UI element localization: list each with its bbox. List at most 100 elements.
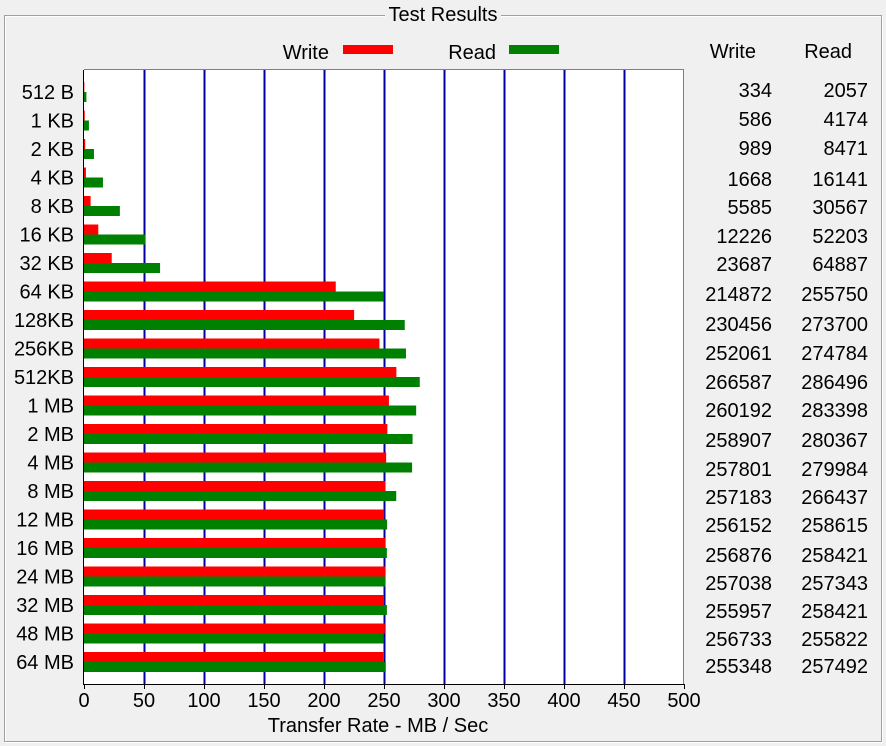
category-label: 8 MB	[27, 481, 74, 503]
write-bar	[84, 224, 99, 235]
write-value: 256876	[705, 545, 772, 567]
read-value: 8471	[823, 138, 869, 160]
read-value: 286496	[801, 372, 868, 394]
category-label: 1 KB	[31, 111, 74, 133]
read-value: 274784	[801, 343, 868, 365]
write-bar	[84, 196, 91, 206]
write-bar	[84, 623, 385, 634]
x-tick-label: 500	[667, 690, 700, 712]
x-tick-label: 50	[133, 690, 155, 712]
x-tick-label: 300	[427, 690, 460, 712]
read-value: 2057	[823, 80, 869, 102]
read-bar	[84, 491, 397, 501]
category-label: 12 MB	[16, 510, 74, 532]
write-bar	[84, 538, 386, 548]
read-value: 257492	[801, 656, 868, 678]
write-bar	[84, 452, 387, 463]
write-value: 230456	[705, 314, 772, 336]
category-label: 1 MB	[27, 396, 74, 418]
write-bar	[84, 566, 386, 577]
write-bar	[84, 310, 355, 320]
write-bar	[84, 139, 86, 149]
read-bar	[84, 320, 405, 330]
read-value: 280367	[801, 430, 868, 452]
x-tick-label: 100	[187, 690, 220, 712]
write-bar	[84, 509, 385, 520]
table-header-write: Write	[709, 41, 756, 63]
category-label: 8 KB	[31, 196, 74, 218]
read-value: 4174	[823, 109, 869, 131]
category-label: 4 MB	[27, 453, 74, 475]
read-bar	[84, 662, 386, 672]
read-value: 258421	[801, 601, 868, 623]
read-bar	[84, 405, 417, 416]
x-axis-label: Transfer Rate - MB / Sec	[268, 715, 488, 737]
read-value: 279984	[801, 459, 868, 481]
write-value: 989	[738, 138, 772, 160]
read-bar	[84, 206, 120, 216]
x-tick-label: 200	[307, 690, 340, 712]
category-label: 512KB	[14, 367, 74, 389]
write-bar	[84, 110, 85, 121]
category-label: 64 MB	[16, 652, 74, 674]
x-tick-label: 350	[487, 690, 520, 712]
read-bar	[84, 519, 388, 530]
write-value: 256152	[705, 515, 772, 537]
x-tick-label: 150	[247, 690, 280, 712]
x-tick-label: 250	[367, 690, 400, 712]
write-bar	[84, 652, 384, 662]
category-label: 16 KB	[20, 225, 74, 247]
legend-read-label: Read	[448, 42, 496, 64]
write-value: 256733	[705, 629, 772, 651]
write-value: 257038	[705, 573, 772, 595]
write-value: 257801	[705, 459, 772, 481]
category-label: 2 MB	[27, 424, 74, 446]
write-bar	[84, 481, 386, 491]
table-header-read: Read	[804, 41, 852, 63]
write-bar	[84, 167, 86, 178]
read-bar	[84, 348, 406, 359]
read-value: 283398	[801, 400, 868, 422]
read-value: 266437	[801, 487, 868, 509]
write-value: 257183	[705, 487, 772, 509]
write-value: 214872	[705, 284, 772, 306]
category-label: 256KB	[14, 339, 74, 361]
write-value: 266587	[705, 372, 772, 394]
x-tick-label: 450	[607, 690, 640, 712]
category-label: 16 MB	[16, 538, 74, 560]
read-bar	[84, 291, 384, 302]
write-bar	[84, 395, 389, 406]
legend-write-label: Write	[283, 42, 329, 64]
write-value: 23687	[716, 254, 772, 276]
category-label: 32 MB	[16, 595, 74, 617]
category-label: 48 MB	[16, 624, 74, 646]
legend-write-swatch	[343, 45, 393, 54]
write-bar	[84, 281, 336, 292]
read-bar	[84, 177, 103, 188]
category-label: 24 MB	[16, 567, 74, 589]
write-bar	[84, 424, 388, 434]
read-value: 273700	[801, 314, 868, 336]
x-tick-label: 400	[547, 690, 580, 712]
write-bar	[84, 367, 397, 377]
read-bar	[84, 149, 94, 159]
write-value: 258907	[705, 430, 772, 452]
write-bar	[84, 338, 380, 349]
read-value: 255750	[801, 284, 868, 306]
write-value: 586	[738, 109, 772, 131]
write-value: 12226	[716, 226, 772, 248]
read-value: 52203	[812, 226, 868, 248]
write-bar	[84, 253, 112, 263]
write-value: 255348	[705, 656, 772, 678]
read-bar	[84, 605, 387, 615]
read-bar	[84, 120, 89, 131]
category-label: 128KB	[14, 310, 74, 332]
category-label: 4 KB	[31, 168, 74, 190]
read-value: 257343	[801, 573, 868, 595]
read-value: 64887	[812, 254, 868, 276]
category-label: 64 KB	[20, 282, 74, 304]
write-value: 5585	[727, 197, 773, 219]
read-bar	[84, 92, 87, 102]
category-label: 2 KB	[31, 139, 74, 161]
